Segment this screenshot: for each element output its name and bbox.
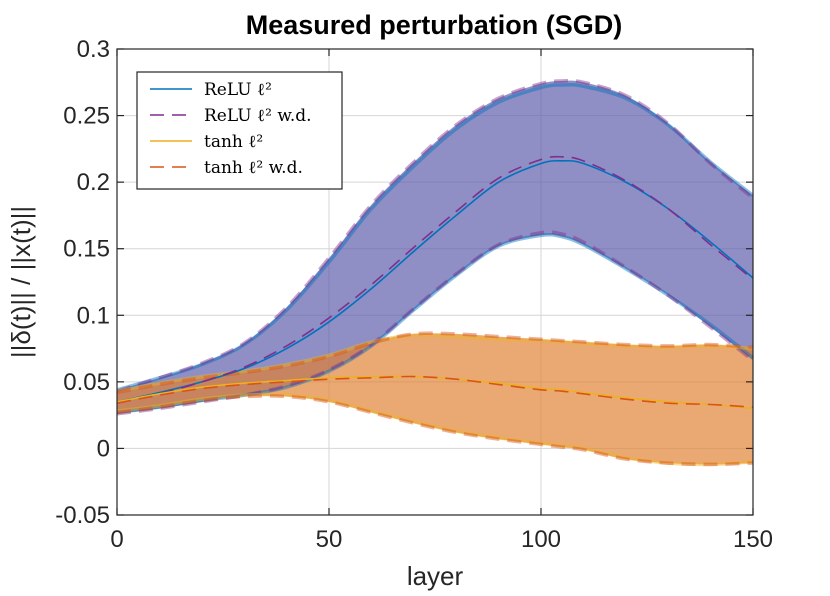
band-edge-line: [116, 331, 754, 395]
y-axis-label: ||δ(t)|| / ||x(t)||: [6, 206, 36, 358]
chart-title: Measured perturbation (SGD): [246, 10, 623, 40]
series-lines: [116, 78, 755, 467]
y-tick-label: -0.05: [55, 502, 110, 529]
y-tick-label: 0.1: [77, 302, 110, 329]
y-tick-label: 0: [97, 435, 110, 462]
plot-axes-box: [116, 48, 754, 516]
series-mean-line: [116, 155, 754, 404]
x-tick-label: 150: [733, 526, 773, 553]
x-axis-label: layer: [407, 561, 464, 591]
y-tick-label: 0.2: [77, 169, 110, 196]
series-mean-line: [116, 375, 754, 408]
y-tick-label: 0.3: [77, 36, 110, 63]
confidence-band: [117, 80, 753, 414]
confidence-bands: [117, 80, 753, 465]
legend-box: [136, 71, 343, 190]
band-edge-line: [116, 392, 754, 467]
legend-label: ReLU ℓ² w.d.: [204, 106, 312, 126]
x-tick-label: 0: [110, 526, 123, 553]
band-edge-line: [116, 78, 755, 393]
band-edge-line: [116, 394, 754, 467]
x-tick-label: 50: [316, 526, 343, 553]
y-tick-label: 0.05: [63, 369, 110, 396]
legend-label: tanh ℓ² w.d.: [204, 158, 303, 178]
y-tick-label: 0.25: [63, 103, 110, 130]
band-edge-line: [116, 230, 755, 416]
band-edge-line: [116, 232, 755, 415]
legend-label: tanh ℓ²: [204, 132, 263, 152]
legend-label: ReLU ℓ²: [204, 80, 272, 100]
confidence-band: [117, 333, 753, 465]
x-tick-label: 100: [521, 526, 561, 553]
band-edge-line: [116, 82, 755, 392]
y-tick-label: 0.15: [63, 236, 110, 263]
series-mean-line: [116, 159, 754, 403]
legend: ReLU ℓ² ReLU ℓ² w.d. tanh ℓ² tanh ℓ² w.d.: [136, 71, 343, 190]
